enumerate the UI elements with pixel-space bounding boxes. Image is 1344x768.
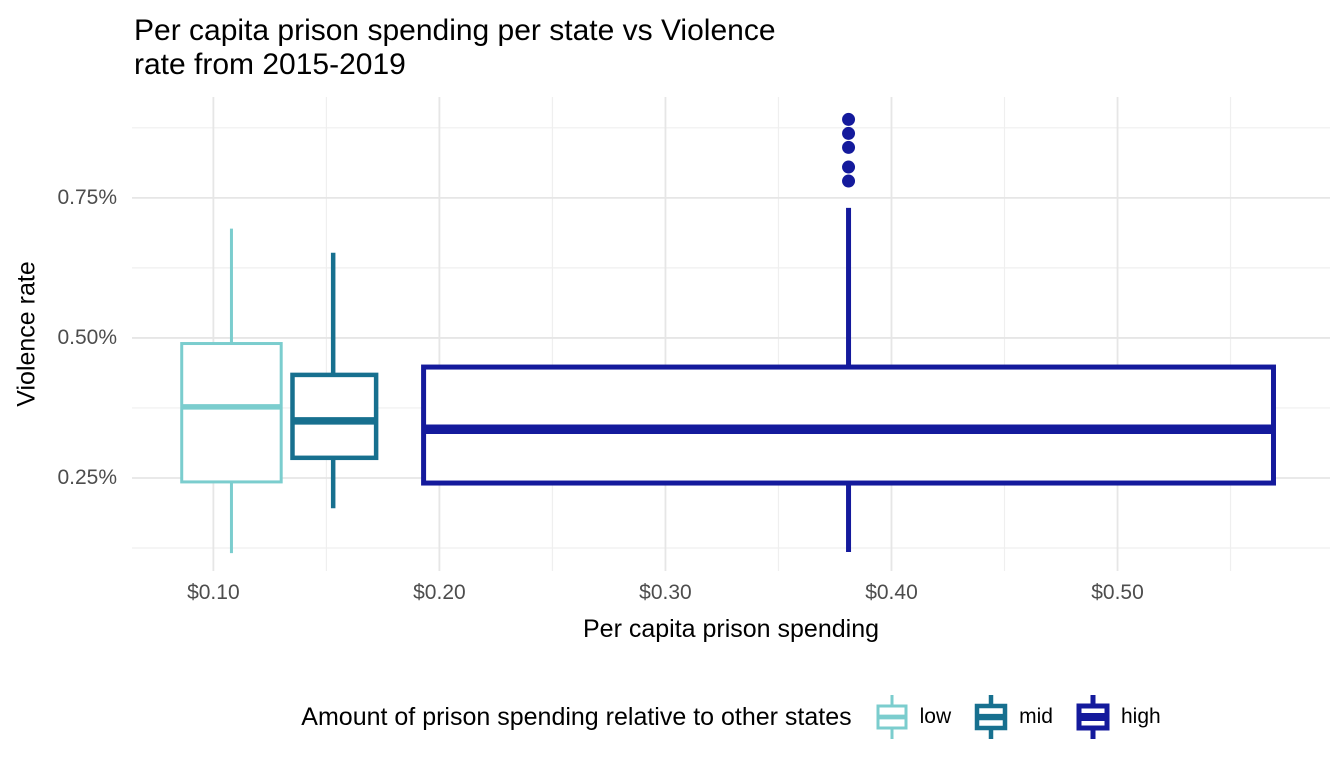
legend-label-high: high xyxy=(1120,705,1161,728)
x-tick-label: $0.20 xyxy=(413,581,466,604)
legend-item-mid: mid xyxy=(973,693,1053,741)
legend: Amount of prison spending relative to ot… xyxy=(132,690,1330,744)
legend-title: Amount of prison spending relative to ot… xyxy=(301,702,852,731)
chart-title: Per capita prison spending per state vs … xyxy=(134,14,776,82)
legend-item-low: low xyxy=(874,693,952,741)
high-outlier-point xyxy=(842,112,856,126)
y-tick-label: 0.25% xyxy=(57,465,117,489)
legend-label-mid: mid xyxy=(1019,705,1053,728)
high-outlier-point xyxy=(842,160,856,174)
y-tick-label: 0.50% xyxy=(57,325,117,349)
high-outlier-point xyxy=(842,126,856,140)
legend-label-low: low xyxy=(919,705,952,728)
high-outlier-point xyxy=(842,174,856,188)
low-box xyxy=(180,342,283,484)
mid-box xyxy=(290,372,379,461)
high-outlier-point xyxy=(842,140,856,154)
low-boxplot-key-icon xyxy=(876,695,908,739)
legend-item-high: high xyxy=(1075,693,1161,741)
x-axis-title: Per capita prison spending xyxy=(582,615,880,643)
mid-boxplot-key-icon xyxy=(974,695,1008,739)
x-tick-label: $0.10 xyxy=(187,581,240,604)
plot-panel xyxy=(132,97,1330,571)
legend-items: low mid high xyxy=(874,693,1161,741)
x-tick-label: $0.50 xyxy=(1091,581,1144,604)
y-tick-label: 0.75% xyxy=(57,185,117,209)
x-tick-label: $0.30 xyxy=(639,581,692,604)
high-boxplot-key-icon xyxy=(1076,695,1110,739)
x-tick-label: $0.40 xyxy=(865,581,918,604)
